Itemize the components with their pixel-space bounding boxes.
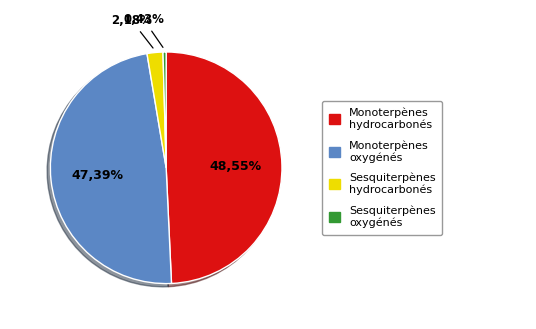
Legend: Monoterpènes
hydrocarbonés, Monoterpènes
oxygénés, Sesquiterpènes
hydrocarbonés,: Monoterpènes hydrocarbonés, Monoterpènes… (322, 101, 442, 235)
Wedge shape (166, 52, 282, 284)
Wedge shape (147, 52, 166, 168)
Text: 47,39%: 47,39% (71, 169, 123, 182)
Wedge shape (163, 52, 166, 168)
Text: 0,43%: 0,43% (123, 13, 164, 47)
Text: 48,55%: 48,55% (210, 160, 262, 173)
Wedge shape (50, 54, 172, 284)
Text: 2,18%: 2,18% (111, 14, 153, 48)
